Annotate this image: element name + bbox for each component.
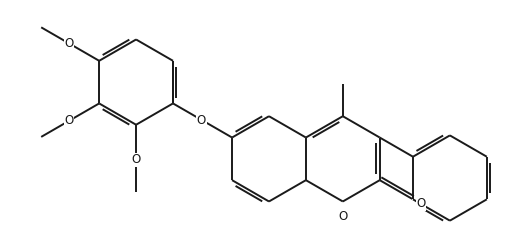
Text: O: O — [64, 114, 73, 127]
Text: O: O — [416, 197, 426, 211]
Text: O: O — [338, 210, 347, 223]
Text: O: O — [64, 37, 73, 50]
Text: O: O — [131, 153, 140, 166]
Text: O: O — [197, 114, 206, 127]
